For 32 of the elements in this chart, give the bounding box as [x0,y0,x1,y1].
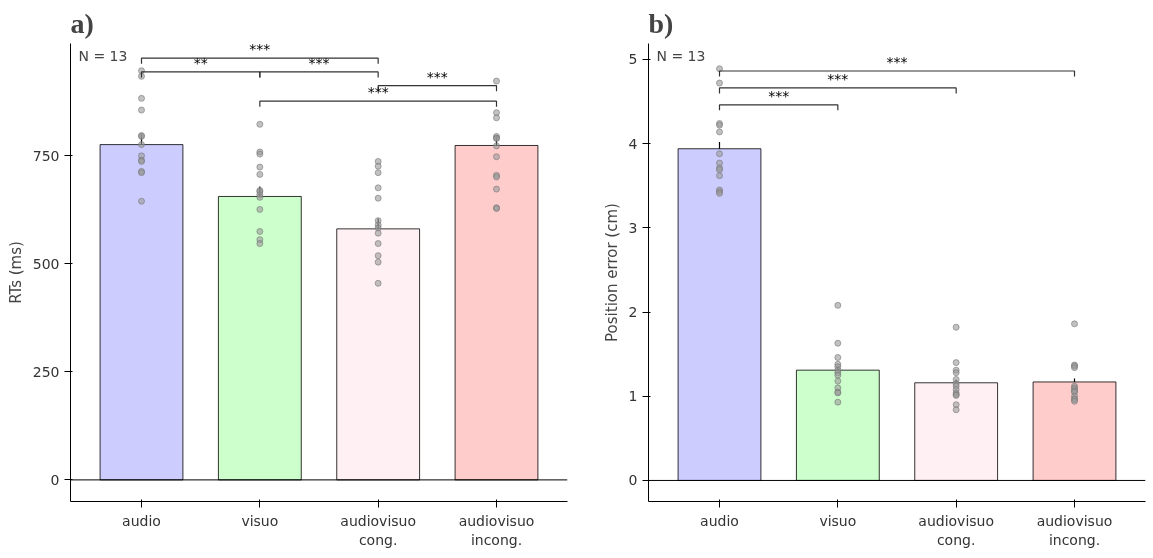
annotation: *** [367,84,389,101]
y-tick-label: 0 [628,472,638,489]
annotation: *** [308,54,330,71]
x-tick-label: audio [122,512,161,529]
y-tick-label: 500 [32,255,60,272]
annotation: *** [886,53,908,70]
chart-title: a) [70,7,94,39]
y-tick-label: 2 [628,304,638,321]
y-axis-title: RTs (ms) [6,241,25,304]
x-tick-label: visuo [241,512,279,529]
x-tick-label: audio [700,512,739,529]
y-tick-label: 4 [628,135,638,152]
y-tick-label: 3 [628,219,638,236]
annotation: N = 13 [78,47,128,64]
x-tick-label: audiovisuo incong. [1036,512,1113,548]
chart-title: b) [648,7,674,39]
annotation: *** [768,87,790,104]
y-axis-title: Position error (cm) [602,203,621,342]
x-tick-label: visuo [819,512,857,529]
x-tick-label: audiovisuo cong. [340,512,417,548]
x-tick-label: audiovisuo cong. [918,512,995,548]
y-tick-label: 1 [628,388,638,405]
annotation: ** [193,54,208,71]
x-tick-label: audiovisuo incong. [458,512,535,548]
annotation: *** [426,68,448,85]
annotation: N = 13 [656,47,706,64]
y-tick-label: 250 [32,363,60,380]
annotation: *** [827,70,849,87]
annotation: *** [249,41,271,58]
y-tick-label: 5 [628,51,638,68]
y-tick-label: 750 [32,147,60,164]
y-tick-label: 0 [50,471,60,488]
